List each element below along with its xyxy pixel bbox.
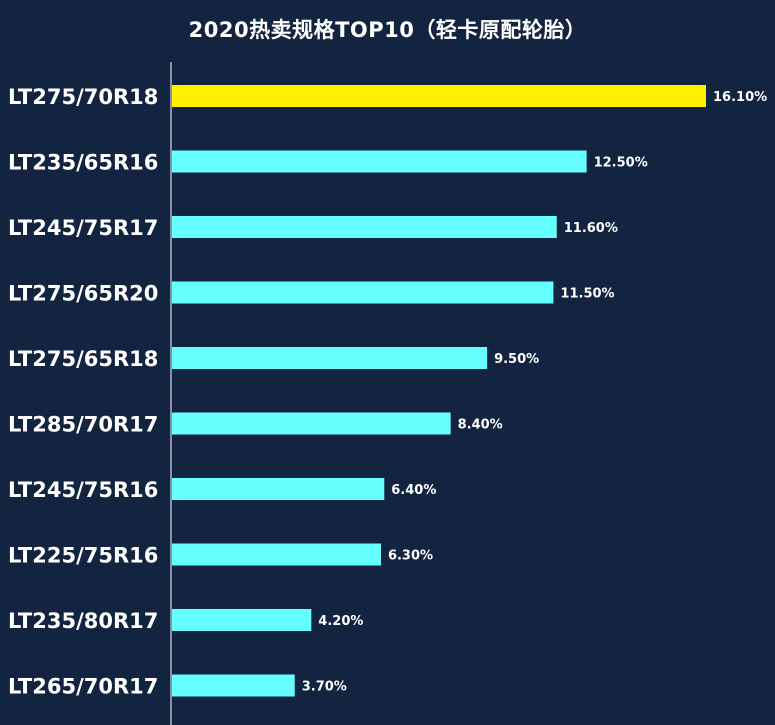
bar [172,674,295,697]
category-label: LT275/65R20 [8,282,158,306]
bar [172,609,312,631]
bar [172,347,488,369]
bar [172,543,381,566]
category-label: LT235/80R17 [8,609,158,633]
value-label: 9.50% [494,352,539,367]
value-label: 3.70% [302,680,347,695]
category-label: LT235/65R16 [8,151,158,175]
category-label: LT245/75R17 [8,216,158,240]
value-label: 8.40% [458,418,503,433]
bars-layer: LT275/70R18 16.10% LT235/65R16 12.50% LT245/… [8,85,767,699]
category-label: LT275/65R18 [8,347,158,371]
value-label: 4.20% [318,614,363,629]
category-label: LT285/70R17 [8,413,158,437]
value-label: 11.50% [560,287,614,302]
value-label: 6.40% [391,483,436,498]
bar [172,150,587,173]
bar [172,216,557,238]
bar [172,412,451,435]
category-label: LT265/70R17 [8,675,158,699]
bar [172,85,706,107]
value-label: 6.30% [388,549,433,564]
value-label: 16.10% [713,90,767,105]
category-label: LT225/75R16 [8,544,158,568]
category-label: LT245/75R16 [8,478,158,502]
bar [172,478,385,500]
bar [172,281,554,304]
value-label: 12.50% [594,156,648,171]
value-label: 11.60% [564,221,618,236]
category-label: LT275/70R18 [8,85,158,109]
chart-title: 2020热卖规格TOP10（轻卡原配轮胎） [188,18,587,42]
